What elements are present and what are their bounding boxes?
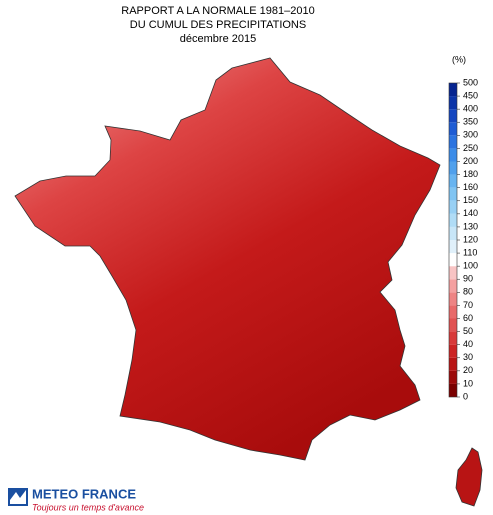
colorbar-segment bbox=[449, 213, 457, 227]
colorbar-tick-label: 100 bbox=[463, 261, 478, 271]
logo-tagline: Toujours un temps d'avance bbox=[32, 502, 144, 512]
colorbar: 0 10 20 30 40 50 60 70 80 90 100 110 120 130 140 150 160… bbox=[448, 54, 478, 401]
logo: METEO FRANCE Toujours un temps d'avance bbox=[8, 486, 144, 512]
colorbar-tick-label: 0 bbox=[463, 391, 468, 401]
colorbar-tick-label: 150 bbox=[463, 195, 478, 205]
colorbar-tick-label: 70 bbox=[463, 300, 473, 310]
logo-icon-shape bbox=[10, 490, 26, 504]
colorbar-segment bbox=[449, 161, 457, 175]
colorbar-tick-label: 50 bbox=[463, 326, 473, 336]
logo-name: METEO FRANCE bbox=[32, 486, 136, 501]
colorbar-tick-label: 40 bbox=[463, 339, 473, 349]
colorbar-tick-label: 140 bbox=[463, 208, 478, 218]
colorbar-tick-label: 110 bbox=[463, 247, 477, 257]
colorbar-segment bbox=[449, 200, 457, 214]
colorbar-tick-label: 200 bbox=[463, 156, 478, 166]
colorbar-segment bbox=[449, 96, 457, 110]
colorbar-tick-label: 450 bbox=[463, 90, 478, 100]
colorbar-segment bbox=[449, 370, 457, 384]
colorbar-tick-label: 300 bbox=[463, 130, 478, 140]
colorbar-segment bbox=[449, 305, 457, 319]
colorbar-segment bbox=[449, 331, 457, 345]
corsica-map bbox=[455, 447, 483, 507]
title-line: RAPPORT A LA NORMALE 1981–2010 bbox=[121, 5, 314, 17]
colorbar-tick-label: 60 bbox=[463, 313, 473, 323]
title-line: décembre 2015 bbox=[180, 33, 256, 45]
france-map bbox=[14, 57, 441, 461]
colorbar-tick-label: 400 bbox=[463, 104, 478, 114]
colorbar-segment bbox=[449, 174, 457, 188]
colorbar-tick-label: 350 bbox=[463, 117, 478, 127]
colorbar-segment bbox=[449, 383, 457, 397]
colorbar-segment bbox=[449, 240, 457, 254]
colorbar-segment bbox=[449, 187, 457, 201]
colorbar-tick-label: 30 bbox=[463, 352, 473, 362]
colorbar-segment bbox=[449, 344, 457, 358]
colorbar-tick-label: 20 bbox=[463, 365, 473, 375]
colorbar-segment bbox=[449, 148, 457, 162]
colorbar-tick-label: 180 bbox=[463, 169, 478, 179]
colorbar-segment bbox=[449, 318, 457, 332]
title-line: DU CUMUL DES PRECIPITATIONS bbox=[130, 19, 306, 31]
colorbar-segment bbox=[449, 135, 457, 149]
colorbar-segment bbox=[449, 226, 457, 240]
colorbar-segment bbox=[449, 253, 457, 267]
colorbar-tick-label: 250 bbox=[463, 143, 478, 153]
colorbar-segment bbox=[449, 83, 457, 97]
colorbar-tick-label: 10 bbox=[463, 378, 473, 388]
colorbar-tick-label: 500 bbox=[463, 77, 478, 87]
colorbar-segment bbox=[449, 266, 457, 280]
colorbar-unit: (%) bbox=[452, 54, 466, 64]
colorbar-segment bbox=[449, 357, 457, 371]
colorbar-segment bbox=[449, 122, 457, 136]
colorbar-tick-label: 160 bbox=[463, 182, 478, 192]
colorbar-tick-label: 130 bbox=[463, 221, 478, 231]
colorbar-tick-label: 120 bbox=[463, 234, 478, 244]
colorbar-segment bbox=[449, 109, 457, 123]
colorbar-tick-label: 90 bbox=[463, 274, 473, 284]
colorbar-segment bbox=[449, 279, 457, 293]
colorbar-segment bbox=[449, 292, 457, 306]
colorbar-tick-label: 80 bbox=[463, 287, 473, 297]
